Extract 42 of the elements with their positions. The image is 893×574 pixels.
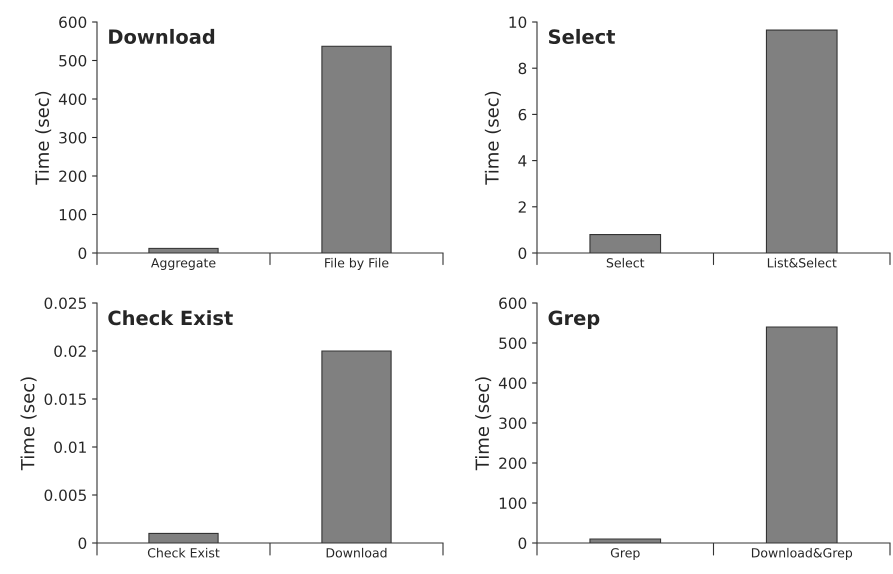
x-tick-label: Download [326, 548, 386, 558]
y-tick-label: 300 [499, 417, 526, 430]
y-axis-title: Time (sec) [484, 92, 501, 185]
chart-title: Check Exist [108, 310, 233, 326]
chart-title: Grep [548, 310, 600, 330]
y-tick-label: 100 [500, 497, 526, 510]
x-tick-label: Download&Grep [752, 548, 852, 560]
y-tick-label: 500 [499, 337, 526, 350]
y-tick-label: 0.02 [54, 345, 86, 358]
y-tick-label: 200 [59, 170, 86, 182]
y-tick-label: 0.025 [44, 297, 86, 310]
y-tick-label: 10 [510, 16, 526, 28]
y-tick-label: 400 [498, 377, 526, 390]
y-tick-label: 600 [499, 297, 526, 310]
y-tick-label: 0.01 [54, 441, 86, 454]
chart-title: Select [548, 28, 616, 44]
y-tick-label: 600 [59, 16, 86, 28]
y-tick-label: 0 [518, 247, 526, 260]
y-tick-label: 4 [518, 155, 526, 166]
x-tick-label: File by File [325, 258, 388, 270]
y-axis-title: Time (sec) [20, 377, 37, 470]
chart-title: Download [109, 28, 214, 44]
y-tick-label: 8 [518, 62, 526, 74]
y-tick-label: 0 [78, 247, 86, 260]
y-axis-title: Time (sec) [35, 92, 52, 185]
y-tick-label: 0.015 [44, 393, 86, 406]
y-tick-label: 100 [60, 208, 86, 221]
x-tick-label: Check Exist [148, 548, 220, 558]
y-tick-label: 0.005 [44, 489, 86, 502]
y-tick-label: 2 [518, 201, 526, 213]
y-tick-label: 400 [58, 93, 86, 106]
x-tick-label: Select [606, 258, 644, 268]
y-tick-label: 6 [518, 108, 526, 120]
y-tick-label: 300 [59, 132, 86, 144]
x-tick-label: List&Select [768, 258, 837, 268]
y-tick-label: 0 [78, 537, 86, 550]
y-tick-label: 0 [518, 537, 526, 550]
y-tick-label: 200 [499, 457, 526, 470]
y-tick-label: 500 [59, 54, 86, 67]
x-tick-label: Aggregate [151, 258, 216, 270]
y-axis-title: Time (sec) [475, 377, 492, 470]
x-tick-label: Grep [610, 548, 640, 560]
